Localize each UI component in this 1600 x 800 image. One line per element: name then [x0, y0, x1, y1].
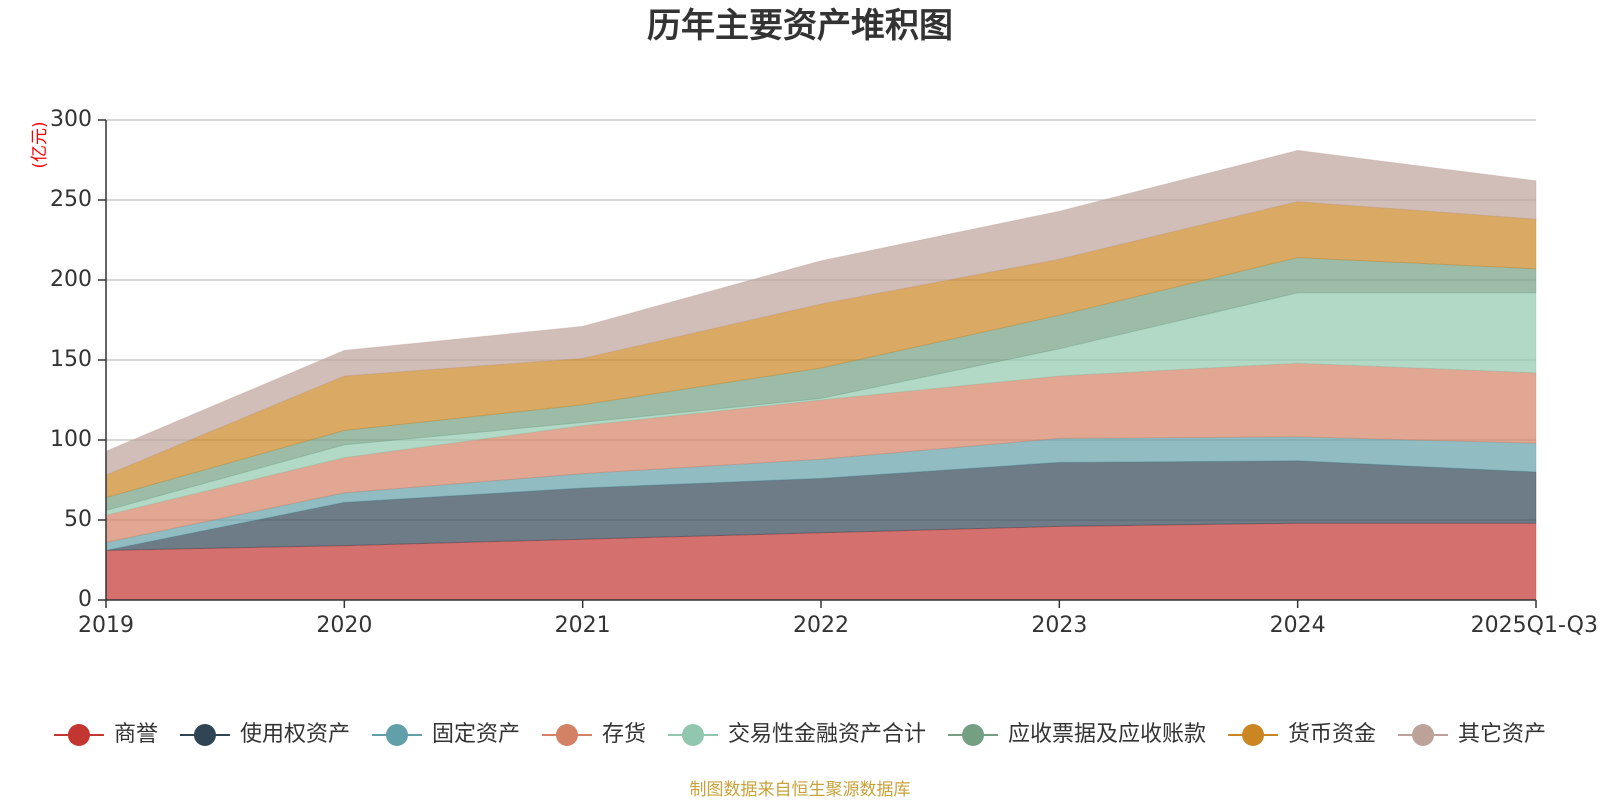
- x-tick-label: 2019: [78, 613, 134, 638]
- chart-title: 历年主要资产堆积图: [647, 6, 953, 46]
- legend-marker: [682, 724, 704, 746]
- y-axis-unit-label: (亿元): [30, 121, 50, 168]
- area-series-其它资产[interactable]: [105, 149, 1537, 476]
- legend-item-其它资产[interactable]: 其它资产: [1398, 722, 1546, 747]
- legend-marker: [962, 724, 985, 746]
- legend-marker: [193, 724, 216, 746]
- y-tick-label: 250: [50, 187, 92, 212]
- legend-item-商誉[interactable]: 商誉: [53, 722, 158, 747]
- legend-item-存货[interactable]: 存货: [541, 722, 646, 747]
- legend-label: 存货: [602, 722, 646, 747]
- legend[interactable]: 商誉 使用权资产 固定资产 存货 交易性金融资产合计 应收票据及应收账款 货币资金 其它资产: [53, 722, 1546, 747]
- legend-marker: [1412, 724, 1435, 746]
- y-tick-label: 50: [64, 507, 92, 532]
- area-series-group: [105, 149, 1537, 601]
- x-tick-label: 2020: [316, 613, 372, 638]
- legend-item-应收票据及应收账款[interactable]: 应收票据及应收账款: [948, 722, 1206, 747]
- legend-label: 交易性金融资产合计: [728, 722, 926, 747]
- legend-label: 应收票据及应收账款: [1008, 722, 1206, 747]
- legend-marker: [1242, 724, 1265, 746]
- legend-label: 商誉: [114, 722, 158, 747]
- source-note: 制图数据来自恒生聚源数据库: [690, 780, 911, 800]
- area-series-交易性金融资产合计[interactable]: [105, 292, 1537, 516]
- legend-label: 使用权资产: [240, 722, 350, 747]
- area-series-货币资金[interactable]: [105, 201, 1537, 499]
- y-tick-label: 150: [50, 347, 92, 372]
- x-tick-label: 2025Q1-Q3: [1471, 613, 1598, 638]
- area-series-存货[interactable]: [105, 362, 1537, 544]
- x-tick-label: 2021: [555, 613, 611, 638]
- legend-marker: [385, 724, 408, 746]
- legend-marker: [67, 724, 90, 746]
- legend-item-交易性金融资产合计[interactable]: 交易性金融资产合计: [668, 722, 926, 747]
- y-tick-label: 100: [50, 427, 92, 452]
- legend-label: 固定资产: [432, 722, 520, 747]
- y-tick-label: 0: [78, 587, 92, 612]
- legend-item-固定资产[interactable]: 固定资产: [371, 722, 520, 747]
- legend-label: 其它资产: [1458, 722, 1546, 747]
- legend-item-使用权资产[interactable]: 使用权资产: [179, 722, 350, 747]
- area-series-使用权资产[interactable]: [105, 460, 1537, 551]
- legend-label: 货币资金: [1288, 722, 1376, 747]
- x-tick-label: 2022: [793, 613, 849, 638]
- legend-marker: [555, 724, 578, 746]
- axes: 0 50 100 150 200 250 300 2019 2020 2021 2022 2023 20…: [50, 107, 1598, 638]
- area-series-应收票据及应收账款[interactable]: [105, 257, 1537, 512]
- y-tick-label: 300: [50, 107, 92, 132]
- legend-item-货币资金[interactable]: 货币资金: [1228, 722, 1376, 747]
- x-tick-label: 2024: [1270, 613, 1326, 638]
- y-tick-label: 200: [50, 267, 92, 292]
- x-tick-label: 2023: [1031, 613, 1087, 638]
